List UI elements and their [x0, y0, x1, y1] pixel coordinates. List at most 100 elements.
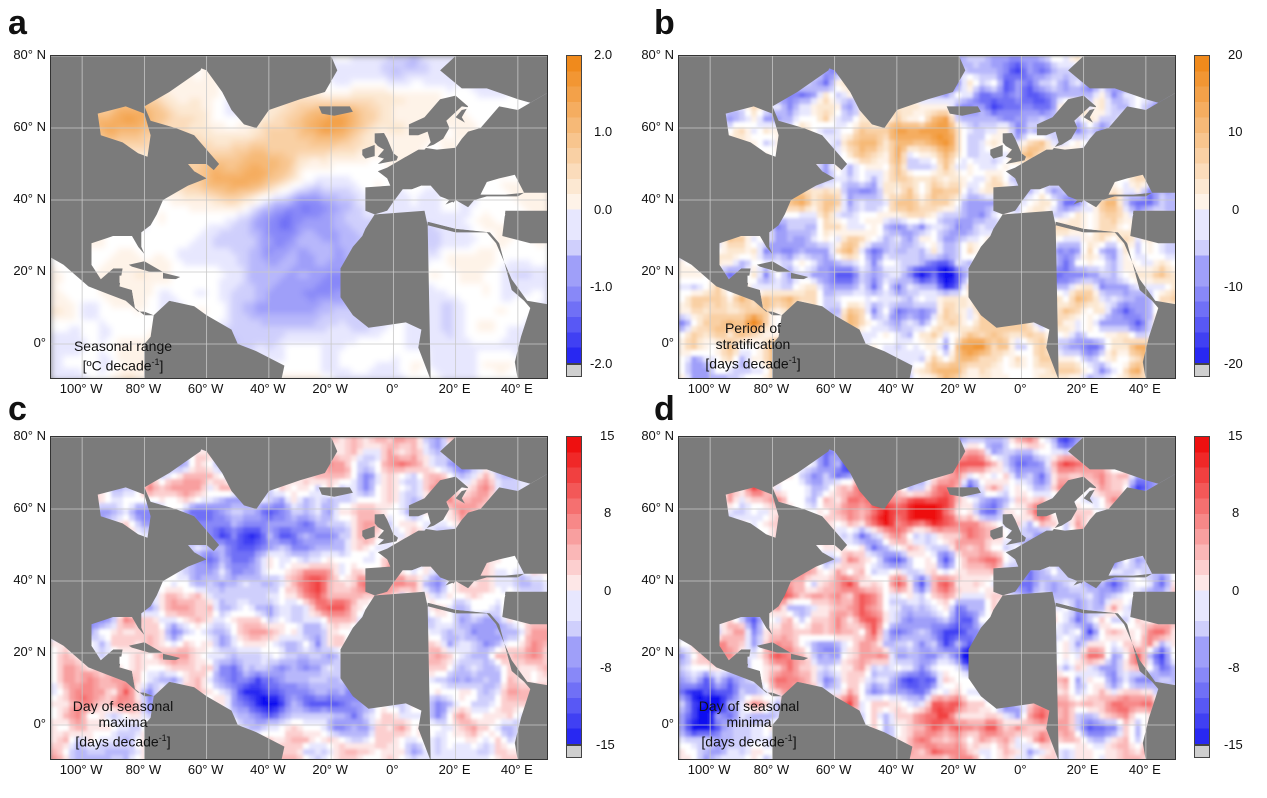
y-tick-label: 20° N — [13, 263, 46, 278]
colorbar-tick: 0.0 — [594, 202, 613, 217]
map-canvas — [679, 437, 1175, 759]
x-tick-label: 20° E — [438, 762, 471, 777]
colorbar-tick: 10 — [1228, 124, 1243, 139]
colorbar-tick: 0 — [1232, 583, 1240, 598]
panel-letter: b — [654, 4, 675, 42]
colorbar-tick: -2.0 — [590, 356, 613, 371]
map-day-of-seasonal-maxima — [50, 436, 548, 760]
x-tick-label: 40° E — [1128, 762, 1161, 777]
colorbar-tick: 0 — [604, 583, 612, 598]
x-tick-label: 40° W — [878, 381, 914, 396]
y-tick-label: 80° N — [13, 428, 46, 443]
x-tick-label: 40° E — [500, 381, 533, 396]
colorbar-nan-swatch — [1194, 364, 1210, 377]
y-tick-label: 60° N — [13, 119, 46, 134]
map-label: Seasonal range [ºC decade-1] — [73, 338, 173, 374]
x-tick-label: 80° W — [753, 762, 790, 777]
y-tick-label: 40° N — [641, 191, 674, 206]
map-day-of-seasonal-minima — [678, 436, 1176, 760]
colorbar-nan-swatch — [1194, 745, 1210, 758]
colorbar-tick: 20 — [1228, 47, 1243, 62]
x-tick-label: 0° — [386, 762, 399, 777]
map-label: Day of seasonal minima [days decade-1] — [698, 698, 800, 750]
colorbar — [566, 55, 582, 364]
map-canvas — [51, 56, 547, 378]
x-tick-label: 40° E — [1128, 381, 1161, 396]
colorbar-nan-swatch — [566, 364, 582, 377]
ocean-trend-field — [679, 437, 1175, 759]
y-tick-label: 20° N — [641, 263, 674, 278]
map-period-of-stratification — [678, 55, 1176, 379]
colorbar-tick: 1.0 — [594, 124, 613, 139]
x-tick-label: 20° E — [438, 381, 471, 396]
y-tick-label: 60° N — [641, 119, 674, 134]
x-tick-label: 80° W — [753, 381, 790, 396]
map-label: Day of seasonal maxima [days decade-1] — [72, 698, 174, 750]
y-tick-label: 0° — [33, 335, 46, 350]
colorbar — [566, 436, 582, 745]
colorbar-tick: 15 — [600, 428, 615, 443]
colorbar-tick: -8 — [1228, 660, 1240, 675]
x-tick-label: 0° — [1014, 762, 1027, 777]
colorbar-tick: -10 — [1224, 279, 1243, 294]
x-tick-label: 0° — [386, 381, 399, 396]
colorbar-tick: -20 — [1224, 356, 1243, 371]
graticule — [51, 437, 547, 759]
y-tick-label: 60° N — [13, 500, 46, 515]
x-tick-label: 0° — [1014, 381, 1027, 396]
colorbar — [1194, 55, 1210, 364]
x-tick-label: 80° W — [125, 381, 162, 396]
y-tick-label: 40° N — [641, 572, 674, 587]
x-tick-label: 40° E — [500, 762, 533, 777]
x-tick-label: 20° W — [312, 762, 348, 777]
x-tick-label: 20° E — [1066, 762, 1099, 777]
colorbar-tick: 15 — [1228, 428, 1243, 443]
x-tick-label: 100° W — [59, 381, 103, 396]
x-tick-label: 80° W — [125, 762, 162, 777]
y-tick-label: 80° N — [641, 428, 674, 443]
y-tick-label: 80° N — [641, 47, 674, 62]
graticule — [679, 56, 1175, 378]
graticule — [51, 56, 547, 378]
x-tick-label: 60° W — [815, 381, 852, 396]
colorbar-tick: -1.0 — [590, 279, 613, 294]
x-tick-label: 20° W — [940, 381, 976, 396]
y-tick-label: 0° — [33, 716, 46, 731]
x-tick-label: 40° W — [250, 381, 286, 396]
colorbar-tick: -8 — [600, 660, 612, 675]
y-tick-label: 40° N — [13, 572, 46, 587]
y-tick-label: 60° N — [641, 500, 674, 515]
y-tick-label: 80° N — [13, 47, 46, 62]
ocean-trend-field — [51, 56, 547, 378]
map-seasonal-range — [50, 55, 548, 379]
colorbar-tick: -15 — [1224, 737, 1243, 752]
x-tick-label: 20° W — [940, 762, 976, 777]
x-tick-label: 100° W — [687, 381, 731, 396]
x-tick-label: 20° W — [312, 381, 348, 396]
panel-letter: a — [8, 4, 27, 42]
colorbar — [1194, 436, 1210, 745]
x-tick-label: 60° W — [815, 762, 852, 777]
colorbar-tick: -15 — [596, 737, 615, 752]
graticule — [679, 437, 1175, 759]
colorbar-nan-swatch — [566, 745, 582, 758]
colorbar-tick: 8 — [604, 505, 612, 520]
x-tick-label: 100° W — [59, 762, 103, 777]
ocean-trend-field — [679, 56, 1175, 378]
x-tick-label: 100° W — [687, 762, 731, 777]
y-tick-label: 20° N — [641, 644, 674, 659]
ocean-trend-field — [51, 437, 547, 759]
y-tick-label: 20° N — [13, 644, 46, 659]
x-tick-label: 60° W — [187, 381, 224, 396]
x-tick-label: 20° E — [1066, 381, 1099, 396]
x-tick-label: 60° W — [187, 762, 224, 777]
map-canvas — [679, 56, 1175, 378]
y-tick-label: 40° N — [13, 191, 46, 206]
panel-letter: d — [654, 390, 675, 428]
y-tick-label: 0° — [661, 716, 674, 731]
colorbar-tick: 0 — [1232, 202, 1240, 217]
map-label: Period of stratification [days decade-1] — [705, 320, 801, 372]
colorbar-tick: 2.0 — [594, 47, 613, 62]
y-tick-label: 0° — [661, 335, 674, 350]
colorbar-tick: 8 — [1232, 505, 1240, 520]
